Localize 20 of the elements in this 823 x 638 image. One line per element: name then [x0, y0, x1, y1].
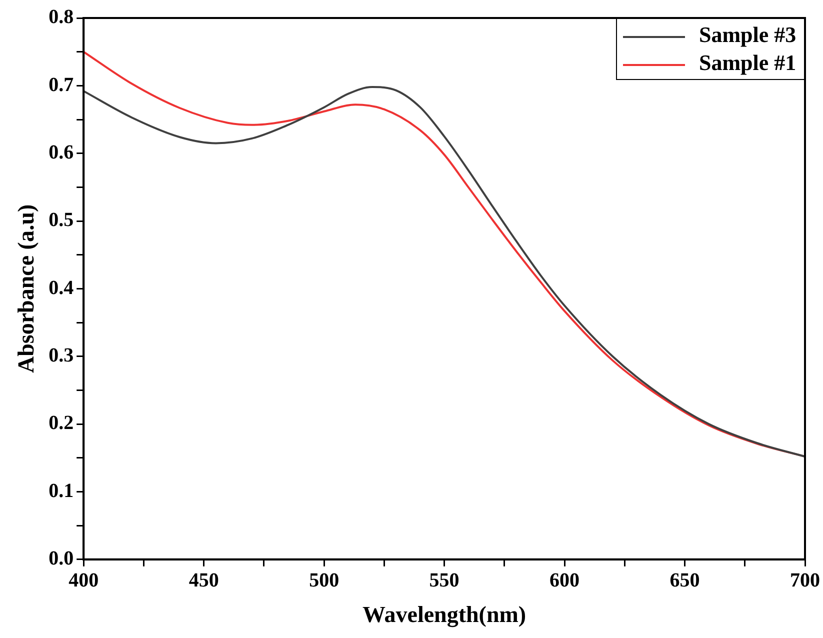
y-tick-label: 0.3: [48, 344, 74, 367]
x-tick-label: 500: [309, 570, 340, 592]
x-tick-label: 450: [188, 570, 219, 592]
x-axis-title: Wavelength(nm): [362, 602, 526, 628]
x-tick-label: 550: [429, 570, 460, 592]
x-tick-label: 400: [68, 570, 99, 592]
text: 0.0: [48, 548, 74, 570]
y-tick-label: 0.8: [48, 6, 74, 28]
x-tick-label: 600: [550, 570, 580, 592]
y-tick-label: 0.4: [48, 276, 74, 299]
legend-label: Sample #3: [699, 22, 796, 47]
x-tick-label: 650: [670, 570, 700, 592]
y-tick-label: 0.1: [48, 480, 74, 502]
y-tick-label: 0.2: [48, 412, 74, 434]
y-tick-label: 0.7: [48, 74, 74, 96]
y-axis-title: Absorbance (a.u): [14, 204, 39, 374]
x-tick-label: 700: [790, 570, 820, 592]
legend-label: Sample #1: [699, 50, 796, 75]
y-tick-label: 0.5: [48, 209, 74, 232]
y-tick-label: 0.6: [48, 142, 74, 164]
